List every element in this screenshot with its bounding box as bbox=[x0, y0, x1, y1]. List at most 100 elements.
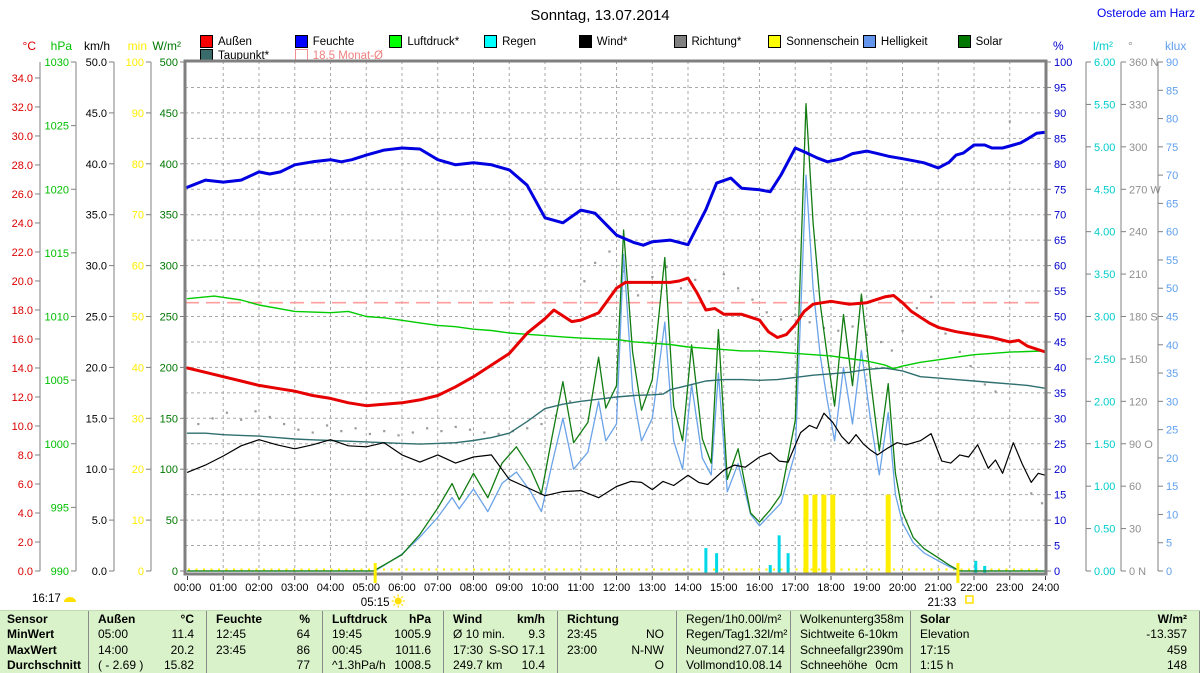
axis-tick-label: 24.0 bbox=[12, 218, 33, 230]
legend-item-18-5-monat[interactable]: 18.5 Monat-Ø bbox=[294, 49, 383, 62]
axis-tick-label: 12.0 bbox=[12, 392, 33, 404]
stats-row: 23:45 86 bbox=[207, 642, 322, 658]
x-tick-label: 20:00 bbox=[889, 582, 917, 594]
legend-swatch-luftdruck bbox=[389, 35, 403, 48]
weather-chart-canvas[interactable]: 00:00 01:00 02:00 03:00 04:00 05:00 06:00 07:00… bbox=[0, 0, 1200, 610]
stats-cell-value: 6-10km bbox=[857, 627, 898, 642]
x-tick-label: 21:00 bbox=[924, 582, 952, 594]
x-tick-label: 05:00 bbox=[352, 582, 380, 594]
stats-cell-label: 17:30 bbox=[453, 642, 484, 657]
legend-item-solar[interactable]: Solar bbox=[957, 35, 1002, 48]
axis-tick-label: 16.0 bbox=[12, 334, 33, 346]
axis-tick-label: 10 bbox=[1166, 509, 1178, 521]
axis-tick-label: 1010 bbox=[45, 312, 69, 324]
axis-tick-label: 80 bbox=[132, 159, 144, 171]
stats-cell-value: W/m² bbox=[1157, 611, 1187, 626]
legend-item-aussen[interactable]: Außen bbox=[200, 35, 252, 48]
axis-tick-label: 2.00 bbox=[1094, 396, 1115, 408]
legend-swatch-wind bbox=[578, 35, 592, 48]
axis-tick-label: 360 N bbox=[1129, 57, 1158, 69]
stats-row: Richtung bbox=[558, 611, 676, 627]
stats-row-label: Sensor bbox=[0, 611, 88, 627]
axis-tick-label: 0 bbox=[138, 566, 144, 578]
x-tick-label: 11:00 bbox=[567, 582, 594, 594]
stats-row: 14:00 20.2 bbox=[89, 642, 206, 658]
legend-item-wind[interactable]: Wind* bbox=[578, 35, 627, 48]
stats-row: 1:15 h 148 bbox=[911, 658, 1199, 673]
legend-item-feuchte[interactable]: Feuchte bbox=[294, 35, 354, 48]
axis-tick-label: 0.0 bbox=[18, 566, 33, 578]
page-title: Sonntag, 13.07.2014 bbox=[530, 7, 670, 24]
stats-row: 77 bbox=[207, 658, 322, 673]
axis-tick-label: 1015 bbox=[45, 248, 69, 260]
plot-frame bbox=[183, 59, 1048, 576]
stats-row: Solar W/m² bbox=[911, 611, 1199, 627]
stats-cell-value: 15.82 bbox=[163, 658, 194, 673]
stats-col-feuchte: Feuchte% 12:45 64 23:45 86 77 bbox=[206, 611, 322, 673]
axis-tick-label: 0.0 bbox=[92, 566, 107, 578]
legend-item-taupunkt[interactable]: Taupunkt* bbox=[200, 49, 269, 62]
stats-cell-label: 1:15 h bbox=[920, 658, 954, 673]
x-tick-label: 04:00 bbox=[317, 582, 345, 594]
stats-cell-label: Vollmond bbox=[686, 658, 736, 673]
axis-tick-label: 50 bbox=[132, 312, 144, 324]
axis-title: % bbox=[1053, 39, 1064, 53]
stats-row: ^1.3hPa/h 1008.5 bbox=[323, 658, 443, 673]
axis-tick-label: 0 bbox=[172, 566, 178, 578]
stats-row: 23:45 NO bbox=[558, 627, 676, 643]
legend-swatch-feuchte bbox=[294, 35, 308, 48]
stats-cell-value: 10.4 bbox=[521, 658, 545, 673]
stats-cell-label: 19:45 bbox=[332, 627, 363, 642]
stats-cell-value: 1005.9 bbox=[394, 627, 431, 642]
stats-cell-label: 12:45 bbox=[216, 627, 247, 642]
axis-tick-label: 90 bbox=[1054, 108, 1066, 120]
stats-cell-value: 459 bbox=[1166, 642, 1187, 657]
stats-cell-label: Ø 10 min. bbox=[453, 627, 506, 642]
x-axis: 00:00 01:00 02:00 03:00 04:00 05:00 06:00 07:00… bbox=[174, 576, 1059, 594]
stats-cell-label: 14:00 bbox=[98, 642, 129, 657]
stats-col-aussen: Außen °C 05:00 11.4 14:00 20.2 ( - 2.69 ) 15.82 bbox=[88, 611, 206, 673]
stats-cell-label: Durchschnitt bbox=[7, 658, 82, 673]
axis-tick-label: 55 bbox=[1166, 255, 1178, 267]
x-tick-label: 14:00 bbox=[674, 582, 702, 594]
axis-tick-label: 20 bbox=[1166, 453, 1178, 465]
x-tick-label: 08:00 bbox=[460, 582, 488, 594]
axis-tick-label: 1025 bbox=[45, 121, 69, 133]
axis-tick-label: 25 bbox=[1054, 439, 1066, 451]
moonrise-marker: 16:17 bbox=[32, 593, 76, 605]
axis-tick-label: 300 bbox=[1129, 142, 1147, 154]
chart-legend: Außen Feuchte Luftdruck* Regen Wind* Richtung… bbox=[0, 0, 1200, 62]
stats-cell-value: 11.4 bbox=[171, 627, 194, 642]
legend-item-helligkeit[interactable]: Helligkeit bbox=[862, 35, 928, 48]
stats-cell-label: Regen/Tag bbox=[686, 627, 745, 642]
legend-item-sonnenschein[interactable]: Sonnenschein bbox=[768, 35, 859, 48]
axis-tick-label: 55 bbox=[1054, 286, 1066, 298]
legend-swatch-regen bbox=[484, 35, 498, 48]
gridlines bbox=[185, 61, 1046, 574]
x-tick-label: 15:00 bbox=[710, 582, 738, 594]
axis-tick-label: 45 bbox=[1166, 312, 1178, 324]
series-richtung-dots bbox=[197, 120, 1044, 505]
axis-tick-label: 350 bbox=[160, 210, 178, 222]
axis-tick-label: 120 bbox=[1129, 396, 1147, 408]
legend-item-luftdruck[interactable]: Luftdruck* bbox=[389, 35, 459, 48]
axis-tick-label: 85 bbox=[1054, 133, 1066, 145]
sunrise-time: 05:15 bbox=[361, 597, 390, 609]
axis-tick-label: 90 O bbox=[1129, 439, 1153, 451]
legend-item-richtung[interactable]: Richtung* bbox=[673, 35, 741, 48]
axis-tick-label: 0 bbox=[1054, 566, 1060, 578]
stats-cell-value: 1.32l/m² bbox=[744, 627, 788, 642]
stats-cell-label: Schneehöhe bbox=[800, 658, 868, 673]
stats-cell-value: hPa bbox=[408, 611, 431, 626]
stats-cell-value: 27.07.14 bbox=[738, 642, 785, 657]
stats-row-label: MinWert bbox=[0, 627, 88, 643]
stats-cell-label: Sichtweite bbox=[800, 627, 855, 642]
axis-tick-label: 45 bbox=[1054, 337, 1066, 349]
x-tick-label: 07:00 bbox=[424, 582, 452, 594]
legend-item-regen[interactable]: Regen bbox=[484, 35, 536, 48]
stats-cell-label: Schneefallgr bbox=[800, 642, 867, 657]
axis-tick-label: 70 bbox=[1166, 170, 1178, 182]
axis-tick-label: 0 bbox=[1166, 566, 1172, 578]
stats-cell-label: Feuchte bbox=[216, 611, 263, 626]
